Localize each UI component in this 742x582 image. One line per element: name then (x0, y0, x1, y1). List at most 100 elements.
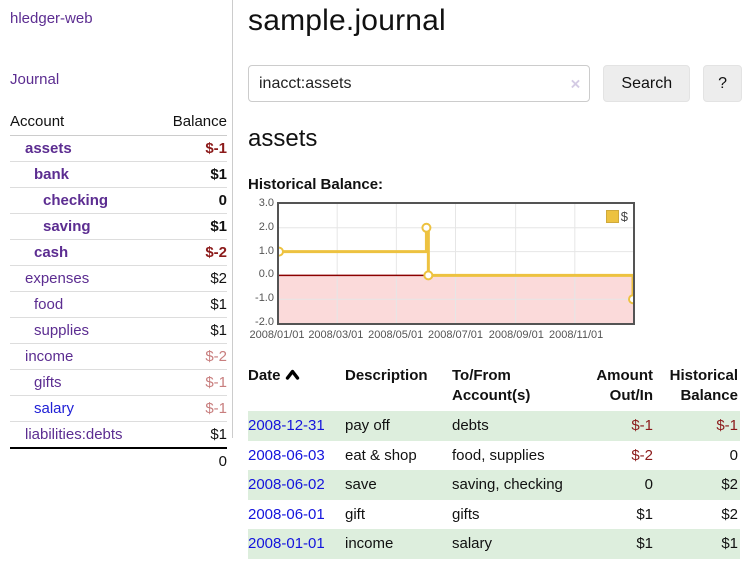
account-link[interactable]: income (25, 348, 74, 365)
transaction-description: save (345, 476, 377, 493)
transaction-row: 2008-06-01 gift gifts $1 $2 (248, 500, 740, 530)
transaction-accounts: food, supplies (452, 446, 545, 464)
account-row-checking: checking 0 (10, 187, 227, 214)
transaction-date-link[interactable]: 2008-01-01 (248, 535, 325, 552)
account-balance: $1 (156, 213, 227, 240)
transaction-row: 2008-12-31 pay off debts $-1 $-1 (248, 411, 740, 441)
transaction-amount: $1 (636, 535, 653, 552)
search-box: × (248, 65, 591, 102)
account-balance: $-2 (156, 239, 227, 266)
y-tick-label: -2.0 (255, 316, 274, 328)
account-row-expenses: expenses $2 (10, 265, 227, 292)
register-header-description: Description (345, 367, 428, 384)
account-balance: $-1 (156, 395, 227, 422)
transaction-description: pay off (345, 417, 390, 434)
transaction-accounts: debts (452, 417, 489, 434)
transaction-amount: $1 (636, 505, 653, 523)
account-link[interactable]: bank (34, 166, 70, 183)
search-input[interactable] (248, 65, 591, 102)
sidebar-item-journal[interactable]: Journal (10, 71, 60, 88)
account-row-supplies: supplies $1 (10, 317, 227, 344)
chart-title: Historical Balance: (248, 176, 384, 193)
account-row-cash: cash $-2 (10, 239, 227, 266)
x-tick-label: 2008/03/01 (308, 329, 364, 341)
search-form: × Search ? (248, 65, 742, 102)
chart-plot-area: $ (277, 202, 635, 325)
transaction-row: 2008-01-01 income salary $1 $1 (248, 529, 740, 559)
transaction-balance: $-1 (716, 417, 738, 434)
register-header-date[interactable]: Date (248, 362, 345, 411)
account-row-bank: bank $1 (10, 161, 227, 188)
transaction-row: 2008-06-02 save saving, checking 0 $2 (248, 470, 740, 500)
account-balance: $-2 (156, 343, 227, 370)
accounts-table: Account Balance assets $-1 bank $1 checking 0… (10, 110, 227, 474)
x-tick-label: 2008/07/01 (427, 329, 484, 341)
transaction-date-link[interactable]: 2008-06-01 (248, 505, 325, 523)
page-title: sample.journal (248, 4, 446, 37)
transaction-balance: $2 (721, 476, 738, 493)
account-balance: $1 (156, 291, 227, 318)
register-header-amount: Amount Out/In (596, 367, 653, 404)
account-row-gifts: gifts $-1 (10, 369, 227, 396)
main-content: sample.journal × Search ? assets Histori… (248, 0, 742, 559)
account-link[interactable]: supplies (34, 322, 90, 339)
account-link[interactable]: checking (43, 192, 109, 209)
account-link[interactable]: food (34, 296, 64, 313)
y-tick-label: -1.0 (255, 292, 274, 305)
account-balance: $1 (156, 161, 227, 188)
x-tick-label: 2008/05/01 (368, 329, 424, 341)
data-point-marker (279, 246, 284, 257)
transaction-balance: 0 (729, 446, 738, 464)
account-link[interactable]: assets (25, 140, 72, 157)
account-row-liabilities-debts: liabilities:debts $1 (10, 422, 227, 449)
account-link[interactable]: liabilities:debts (25, 426, 123, 443)
legend-label: $ (620, 209, 628, 224)
account-link[interactable]: gifts (34, 374, 62, 391)
y-tick-label: 0.0 (258, 268, 274, 281)
data-point-marker (628, 294, 633, 305)
account-balance: 0 (156, 187, 227, 214)
account-balance: $-1 (156, 135, 227, 162)
account-row-saving: saving $1 (10, 213, 227, 240)
clear-search-icon[interactable]: × (570, 74, 581, 93)
help-button[interactable]: ? (703, 65, 742, 102)
account-link[interactable]: saving (43, 218, 91, 235)
x-tick-label: 2008/11/01 (549, 329, 604, 341)
account-link[interactable]: expenses (25, 270, 90, 287)
transaction-amount: 0 (644, 476, 653, 493)
x-tick-label: 2008/09/01 (488, 329, 544, 341)
chart-x-axis: 2008/01/01 2008/03/01 2008/05/01 2008/07/01… (249, 329, 635, 345)
historical-balance-chart: 3.0 2.0 1.0 0.0 -1.0 -2.0 $ 2008/01/01 2008/03… (248, 197, 648, 346)
account-balance: $1 (156, 317, 227, 344)
transaction-description: income (345, 535, 394, 552)
transaction-description: gift (345, 505, 366, 523)
transaction-accounts: gifts (452, 505, 480, 523)
accounts-total-row: 0 (10, 447, 227, 474)
account-row-food: food $1 (10, 291, 227, 318)
accounts-header-balance: Balance (156, 110, 227, 136)
data-point-marker (423, 270, 434, 281)
transaction-date-link[interactable]: 2008-06-03 (248, 446, 325, 464)
transaction-balance: $2 (721, 505, 738, 523)
sort-asc-icon (285, 369, 299, 380)
account-link[interactable]: cash (34, 244, 69, 261)
transaction-date-link[interactable]: 2008-06-02 (248, 476, 325, 493)
account-balance: $-1 (156, 369, 227, 396)
y-tick-label: 1.0 (258, 244, 274, 257)
brand-link[interactable]: hledger-web (10, 10, 93, 27)
account-row-assets: assets $-1 (10, 135, 227, 162)
transaction-amount: $-2 (631, 446, 653, 464)
transaction-date-link[interactable]: 2008-12-31 (248, 417, 325, 434)
transaction-row: 2008-06-03 eat & shop food, supplies $-2 0 (248, 441, 740, 471)
chart-y-axis: 3.0 2.0 1.0 0.0 -1.0 -2.0 (248, 197, 274, 328)
account-row-salary: salary $-1 (10, 395, 227, 422)
account-link[interactable]: salary (34, 400, 75, 417)
search-button[interactable]: Search (603, 65, 691, 102)
accounts-total-value: 0 (156, 447, 227, 474)
transaction-amount: $-1 (631, 417, 653, 434)
y-tick-label: 3.0 (258, 197, 274, 209)
legend-swatch-icon (605, 210, 619, 223)
transaction-description: eat & shop (345, 446, 417, 464)
account-row-income: income $-2 (10, 343, 227, 370)
account-balance: $1 (210, 426, 227, 443)
